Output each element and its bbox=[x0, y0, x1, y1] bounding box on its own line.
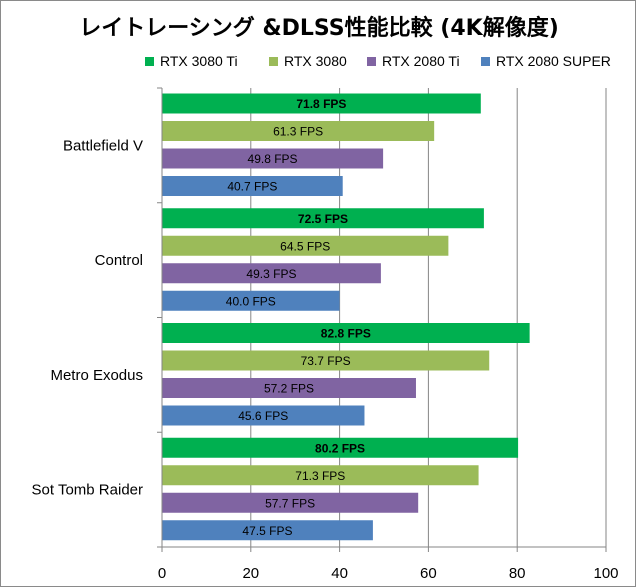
bar bbox=[162, 263, 381, 284]
bar-data-label: 49.8 FPS bbox=[248, 152, 298, 166]
bar-data-label: 73.7 FPS bbox=[301, 354, 351, 368]
bars: 71.8 FPS 61.3 FPS 49.8 FPS 40.7 FPS 72.5 FPS… bbox=[162, 93, 530, 541]
bar bbox=[162, 492, 419, 513]
axes: 0 20 40 60 80 100 Battlefield V Control Metro Ex… bbox=[32, 87, 619, 582]
bar-data-label: 45.6 FPS bbox=[238, 409, 288, 423]
bar-data-label: 57.2 FPS bbox=[264, 382, 314, 396]
bar bbox=[162, 290, 340, 311]
legend-label: RTX 2080 SUPER bbox=[496, 53, 611, 69]
legend-swatch bbox=[145, 57, 154, 66]
category-label: Battlefield V bbox=[63, 137, 143, 154]
bar-data-label: 82.8 FPS bbox=[321, 327, 371, 341]
x-tick-label: 0 bbox=[158, 565, 166, 582]
legend-label: RTX 3080 Ti bbox=[160, 53, 238, 69]
legend-swatch bbox=[367, 57, 376, 66]
legend-label: RTX 3080 bbox=[284, 53, 347, 69]
bar-data-label: 57.7 FPS bbox=[265, 496, 315, 510]
bar bbox=[162, 208, 484, 229]
x-tick-label: 60 bbox=[420, 565, 437, 582]
legend-swatch bbox=[481, 57, 490, 66]
bar bbox=[162, 93, 481, 114]
legend-swatch bbox=[269, 57, 278, 66]
bar bbox=[162, 176, 343, 196]
bar-data-label: 71.3 FPS bbox=[295, 469, 345, 483]
category-label: Control bbox=[95, 252, 143, 269]
bar bbox=[162, 405, 365, 426]
legend: RTX 3080 Ti RTX 3080 RTX 2080 Ti RTX 2080 S… bbox=[145, 53, 611, 69]
bar bbox=[162, 437, 519, 458]
bar bbox=[162, 350, 490, 371]
x-tick-label: 40 bbox=[331, 565, 348, 582]
chart-title: レイトレーシング &DLSS性能比較 (4K解像度) bbox=[79, 15, 559, 41]
bar-data-label: 72.5 FPS bbox=[298, 212, 348, 226]
bar bbox=[162, 235, 449, 256]
bar bbox=[162, 323, 530, 343]
bar-data-label: 49.3 FPS bbox=[246, 267, 296, 281]
bar bbox=[162, 520, 373, 541]
bar bbox=[162, 378, 416, 398]
bar bbox=[162, 148, 384, 169]
category-label: Metro Exodus bbox=[50, 367, 143, 384]
x-tick-label: 20 bbox=[242, 565, 259, 582]
bar-data-label: 64.5 FPS bbox=[280, 239, 330, 253]
bar-data-label: 40.0 FPS bbox=[226, 294, 276, 308]
bar bbox=[162, 465, 479, 486]
bar-data-label: 47.5 FPS bbox=[242, 524, 292, 538]
legend-label: RTX 2080 Ti bbox=[382, 53, 460, 69]
x-tick-label: 100 bbox=[593, 565, 618, 582]
category-label: Sot Tomb Raider bbox=[32, 482, 143, 499]
bar-data-label: 40.7 FPS bbox=[227, 180, 277, 194]
bar bbox=[162, 121, 435, 141]
bar-data-label: 71.8 FPS bbox=[296, 97, 346, 111]
bar-data-label: 80.2 FPS bbox=[315, 441, 365, 455]
x-tick-label: 80 bbox=[509, 565, 526, 582]
bar-data-label: 61.3 FPS bbox=[273, 125, 323, 139]
